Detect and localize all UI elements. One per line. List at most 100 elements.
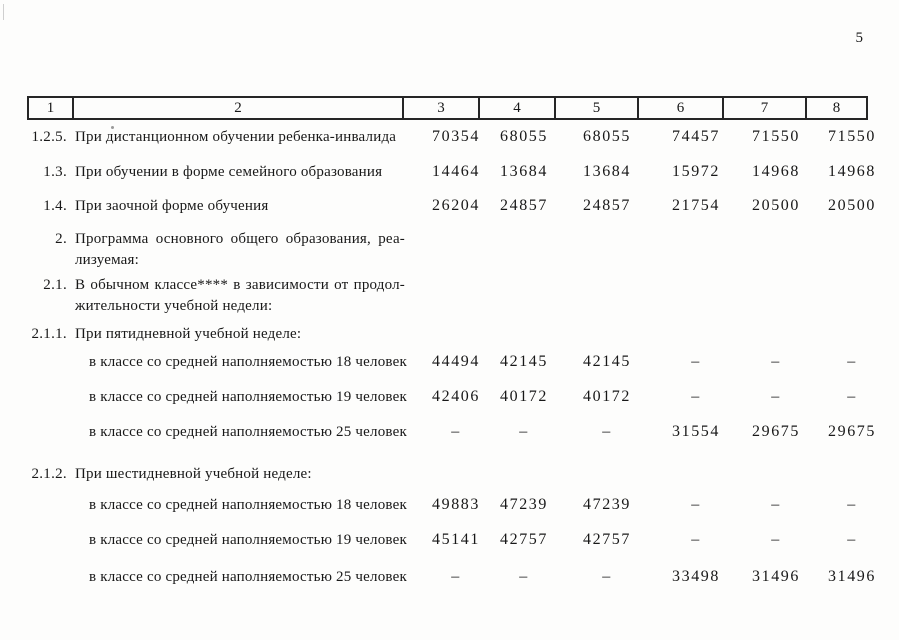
cell-value: 42145: [500, 353, 548, 370]
cell-value: –: [451, 423, 461, 440]
scan-artifact: [3, 4, 4, 20]
row-label-line-1: При заочной форме обучения: [75, 198, 269, 214]
row-label: При обучении в форме семейного образован…: [75, 162, 405, 182]
row-label-line-1: При дистанционном обучении ребенка-инвал…: [75, 129, 397, 145]
row-number: 2.: [55, 231, 67, 247]
table-row: 2. Программа основного общего образовани…: [0, 229, 899, 268]
table-row: 2.1.2. При шестидневной учебной неделе:: [0, 464, 899, 486]
row-number: 1.3.: [43, 164, 67, 180]
cell-value: 14464: [432, 163, 480, 180]
cell-value: 71550: [752, 128, 800, 145]
cell-value: 74457: [672, 128, 720, 145]
cell-value: 20500: [828, 197, 876, 214]
table-row: 1.2.5. При дистанционном обучении ребенк…: [0, 127, 899, 149]
cell-value: –: [602, 423, 612, 440]
row-label: При дистанционном обучении ребенка-инвал…: [75, 127, 405, 147]
row-number: 1.2.5.: [31, 129, 67, 145]
row-label-line-1: При обучении в форме семейного образован…: [75, 164, 383, 180]
row-label-line-1: в классе со средней наполняемостью 25 че…: [89, 424, 407, 440]
row-label: в классе со средней наполняемостью 25 че…: [89, 567, 419, 587]
row-number: 1.4.: [43, 198, 67, 214]
cell-value: 71550: [828, 128, 876, 145]
cell-value: 44494: [432, 353, 480, 370]
table-row: в классе со средней наполняемостью 18 че…: [0, 352, 899, 374]
cell-value: –: [691, 531, 701, 548]
cell-value: 45141: [432, 531, 480, 548]
column-header-5: 5: [556, 98, 639, 118]
cell-value: 68055: [500, 128, 548, 145]
table-row: в классе со средней наполняемостью 25 че…: [0, 567, 899, 589]
cell-value: –: [602, 568, 612, 585]
table-row: 1.4. При заочной форме обучения 26204 248…: [0, 196, 899, 218]
cell-value: 21754: [672, 197, 720, 214]
row-label-line-1: При шестидневной учебной неделе:: [75, 466, 312, 482]
cell-value: –: [771, 388, 781, 405]
cell-value: 29675: [752, 423, 800, 440]
table-header-row: 1 2 3 4 5 6 7 8: [27, 96, 868, 120]
cell-value: –: [451, 568, 461, 585]
row-label: При заочной форме обучения: [75, 196, 405, 216]
row-label-line-1: в классе со средней наполняемостью 18 че…: [89, 497, 407, 513]
table-row: в классе со средней наполняемостью 18 че…: [0, 495, 899, 517]
cell-value: 40172: [583, 388, 631, 405]
row-label-line-1: в классе со средней наполняемостью 25 че…: [89, 569, 407, 585]
row-label: в классе со средней наполняемостью 19 че…: [89, 387, 419, 407]
cell-value: –: [519, 568, 529, 585]
row-label: При шестидневной учебной неделе:: [75, 464, 405, 484]
column-header-6: 6: [639, 98, 724, 118]
cell-value: 26204: [432, 197, 480, 214]
table-row: в классе со средней наполняемостью 25 че…: [0, 422, 899, 444]
cell-value: 13684: [500, 163, 548, 180]
cell-value: –: [771, 496, 781, 513]
row-number: 2.1.2.: [31, 466, 67, 482]
column-header-8: 8: [832, 99, 841, 116]
table-row: 2.1. В обычном классе**** в зависимости …: [0, 275, 899, 314]
cell-value: 29675: [828, 423, 876, 440]
row-label-line-1: в классе со средней наполняемостью 18 че…: [89, 354, 407, 370]
row-label-line-1: в классе со средней наполняемостью 19 че…: [89, 532, 407, 548]
cell-value: 42757: [583, 531, 631, 548]
cell-value: 47239: [500, 496, 548, 513]
cell-value: –: [847, 353, 857, 370]
cell-value: 14968: [752, 163, 800, 180]
cell-value: –: [691, 353, 701, 370]
cell-value: 42406: [432, 388, 480, 405]
cell-value: 31496: [828, 568, 876, 585]
cell-value: 15972: [672, 163, 720, 180]
row-label: в классе со средней наполняемостью 18 че…: [89, 352, 419, 372]
cell-value: –: [847, 496, 857, 513]
row-label-line-1: В обычном классе**** в зависимости от пр…: [75, 277, 405, 293]
cell-value: 68055: [583, 128, 631, 145]
column-header-2: 2: [74, 98, 404, 118]
column-header-7: 7: [724, 98, 807, 118]
cell-value: 33498: [672, 568, 720, 585]
column-header-3: 3: [404, 98, 480, 118]
cell-value: 31554: [672, 423, 720, 440]
cell-value: –: [519, 423, 529, 440]
row-label-line-1: При пятидневной учебной неделе:: [75, 326, 302, 342]
column-header-4: 4: [480, 98, 556, 118]
cell-value: 42145: [583, 353, 631, 370]
cell-value: 70354: [432, 128, 480, 145]
row-label: в классе со средней наполняемостью 18 че…: [89, 495, 419, 515]
cell-value: 24857: [500, 197, 548, 214]
column-header-1: 1: [29, 98, 74, 118]
cell-value: 24857: [583, 197, 631, 214]
row-label-line-2: жительности учебной недели:: [75, 298, 273, 314]
row-label-line-1: Программа основного общего образования, …: [75, 231, 405, 247]
cell-value: –: [691, 388, 701, 405]
row-label: При пятидневной учебной неделе:: [75, 324, 405, 344]
cell-value: 20500: [752, 197, 800, 214]
row-label-line-2: лизуемая:: [75, 252, 139, 268]
row-number: 2.1.1.: [31, 326, 67, 342]
table-row: в классе со средней наполняемостью 19 че…: [0, 530, 899, 552]
table-row: в классе со средней наполняемостью 19 че…: [0, 387, 899, 409]
row-label-line-1: в классе со средней наполняемостью 19 че…: [89, 389, 407, 405]
row-label: в классе со средней наполняемостью 19 че…: [89, 530, 419, 550]
cell-value: 31496: [752, 568, 800, 585]
row-label: Программа основного общего образования, …: [75, 229, 405, 271]
cell-value: 49883: [432, 496, 480, 513]
cell-value: 47239: [583, 496, 631, 513]
row-label: В обычном классе**** в зависимости от пр…: [75, 275, 405, 317]
